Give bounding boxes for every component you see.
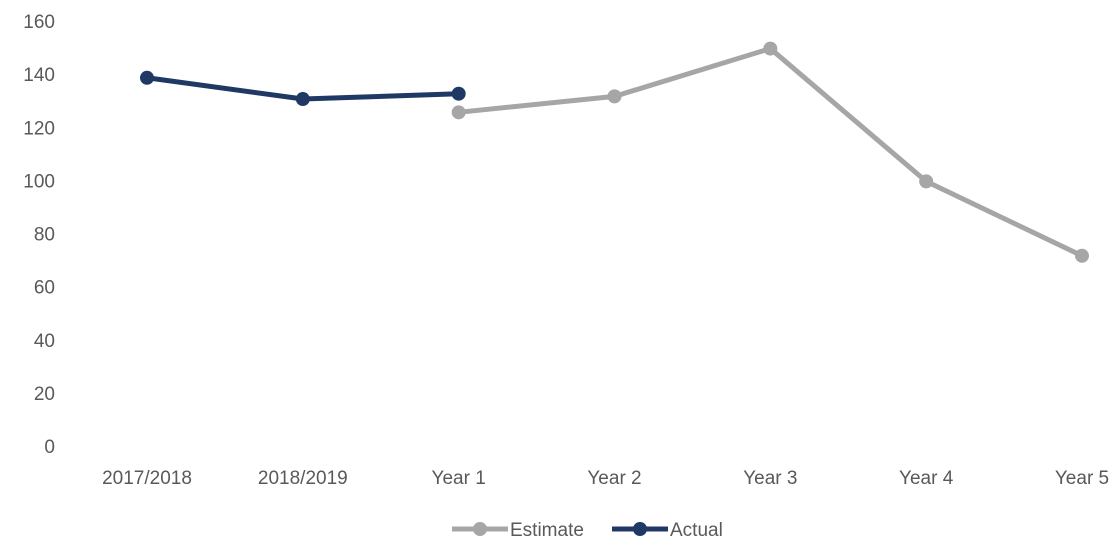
- legend-label: Estimate: [510, 520, 584, 539]
- x-tick-label: Year 4: [899, 468, 954, 489]
- x-tick-label: Year 5: [1055, 468, 1109, 489]
- series-estimate: [451, 41, 1089, 263]
- y-tick-label: 140: [23, 65, 55, 86]
- y-tick-label: 160: [23, 12, 55, 33]
- y-tick-label: 60: [34, 278, 55, 299]
- legend: Estimate Actual: [452, 520, 723, 541]
- y-tick-label: 20: [34, 384, 55, 405]
- legend-marker: [633, 522, 647, 536]
- y-tick-label: 0: [44, 437, 55, 458]
- y-tick-label: 100: [23, 171, 55, 192]
- x-tick-label: Year 1: [432, 468, 486, 489]
- data-point: [451, 105, 466, 120]
- data-point: [451, 86, 466, 101]
- series-layer: [140, 41, 1089, 263]
- y-tick-label: 40: [34, 331, 55, 352]
- legend-label: Actual: [670, 520, 723, 539]
- data-point: [763, 41, 778, 56]
- data-point: [919, 174, 934, 189]
- x-tick-label: 2017/2018: [102, 468, 192, 489]
- series-line: [456, 46, 1085, 259]
- x-tick-label: 2018/2019: [258, 468, 348, 489]
- x-tick-label: Year 3: [743, 468, 797, 489]
- x-axis: 2017/2018 2018/2019 Year 1 Year 2 Year 3 Year…: [102, 468, 1109, 489]
- legend-item-estimate: Estimate: [452, 520, 584, 541]
- legend-item-actual: Actual: [612, 520, 723, 541]
- series-actual: [140, 70, 466, 107]
- y-tick-label: 120: [23, 118, 55, 139]
- data-point: [607, 89, 622, 104]
- x-tick-label: Year 2: [587, 468, 641, 489]
- y-axis: 0 20 40 60 80 100 120 140 160: [23, 12, 55, 458]
- legend-marker: [473, 522, 487, 536]
- data-point: [295, 92, 310, 107]
- data-point: [140, 70, 154, 85]
- y-tick-label: 80: [34, 225, 55, 246]
- data-point: [1075, 248, 1089, 263]
